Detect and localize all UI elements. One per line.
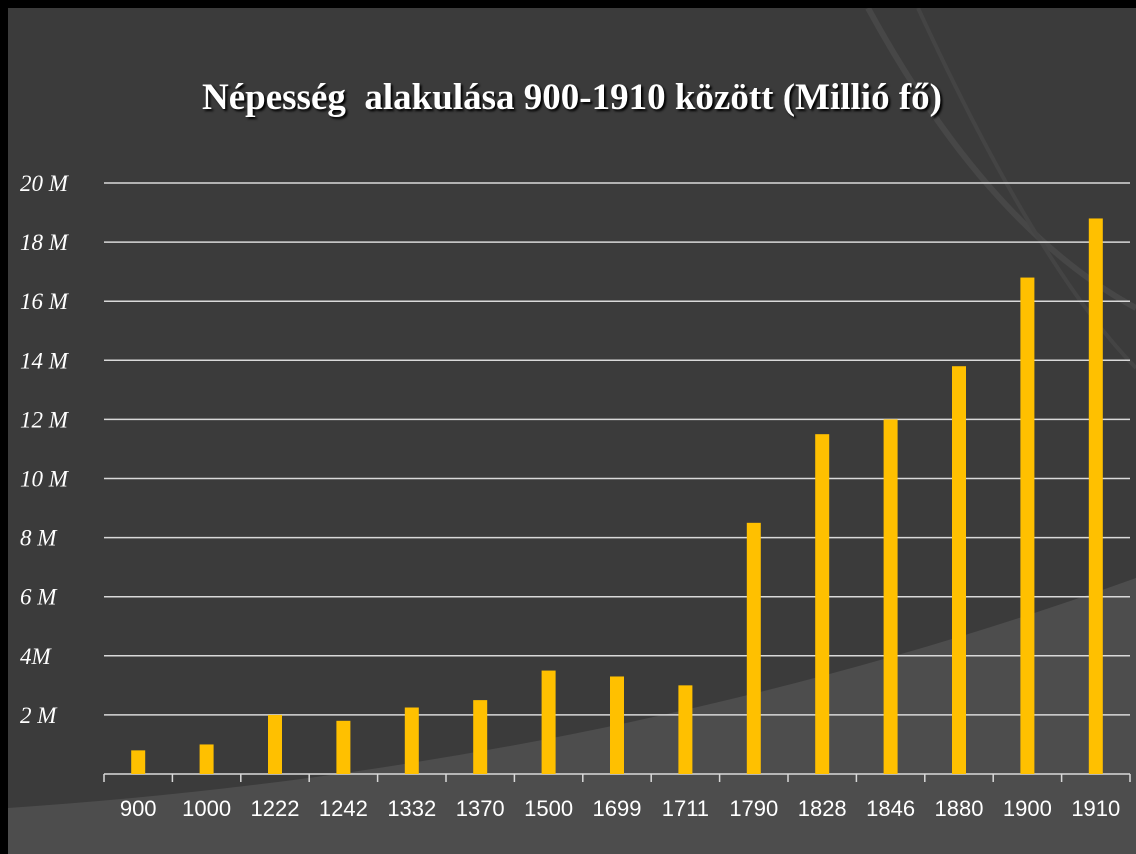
bar-1332 <box>404 707 419 774</box>
x-tick-label: 1500 <box>524 796 573 821</box>
bar-1370 <box>473 700 488 774</box>
y-tick-label: 16 M <box>20 289 70 314</box>
x-axis-tick-labels: 900 1000 1222 1242 1332 1370 1500 1699 1711 1790 1… <box>120 796 1120 821</box>
x-tick-label: 1242 <box>319 796 368 821</box>
y-axis-tick-labels: 2 M 4M 6 M 8 M 10 M 12 M 14 M 16 M 18 M 20 M <box>20 171 70 728</box>
bar-1222 <box>268 714 282 774</box>
bar-1880 <box>952 366 966 774</box>
x-tick-label: 1828 <box>798 796 847 821</box>
slide: Népesség alakulása 900-1910 között (Mill… <box>8 8 1136 854</box>
x-tick-label: 1880 <box>935 796 984 821</box>
x-tick-label: 1900 <box>1003 796 1052 821</box>
x-tick-label: 1699 <box>593 796 642 821</box>
bar-1900 <box>1020 277 1035 774</box>
x-tick-label: 1332 <box>387 796 436 821</box>
x-tick-label: 1222 <box>251 796 300 821</box>
bar-1000 <box>199 744 214 774</box>
x-tick-label: 900 <box>120 796 157 821</box>
y-tick-label: 18 M <box>20 230 70 255</box>
bar-1846 <box>883 419 898 774</box>
x-tick-label: 1000 <box>182 796 231 821</box>
x-tick-label: 1910 <box>1071 796 1120 821</box>
x-tick-label: 1790 <box>729 796 778 821</box>
y-tick-label: 6 M <box>20 585 58 610</box>
y-tick-label: 14 M <box>20 348 70 373</box>
background-swoosh <box>8 578 1136 854</box>
chart-title: Népesség alakulása 900-1910 között (Mill… <box>202 77 942 118</box>
x-tick-label: 1711 <box>662 796 709 821</box>
gridlines <box>104 182 1130 716</box>
bars <box>131 218 1103 774</box>
background-arc-2 <box>916 8 1136 370</box>
x-tick-label: 1370 <box>456 796 505 821</box>
bar-900 <box>131 750 146 774</box>
y-tick-label: 10 M <box>20 467 70 492</box>
y-tick-label: 12 M <box>20 407 70 432</box>
bar-1711 <box>678 685 693 774</box>
x-tick-label: 1846 <box>866 796 915 821</box>
y-tick-label: 8 M <box>20 526 58 551</box>
bar-1910 <box>1088 218 1103 774</box>
bar-1699 <box>610 676 624 774</box>
y-tick-label: 20 M <box>20 171 70 196</box>
bar-1790 <box>746 522 761 774</box>
bar-chart: 2 M 4M 6 M 8 M 10 M 12 M 14 M 16 M 18 M 20 M 900 1… <box>20 171 1131 821</box>
bar-1828 <box>815 434 830 774</box>
x-axis <box>103 773 1131 782</box>
y-tick-label: 2 M <box>20 703 58 728</box>
bar-1242 <box>336 720 351 774</box>
bar-1500 <box>541 670 556 774</box>
y-tick-label: 4M <box>20 644 53 669</box>
